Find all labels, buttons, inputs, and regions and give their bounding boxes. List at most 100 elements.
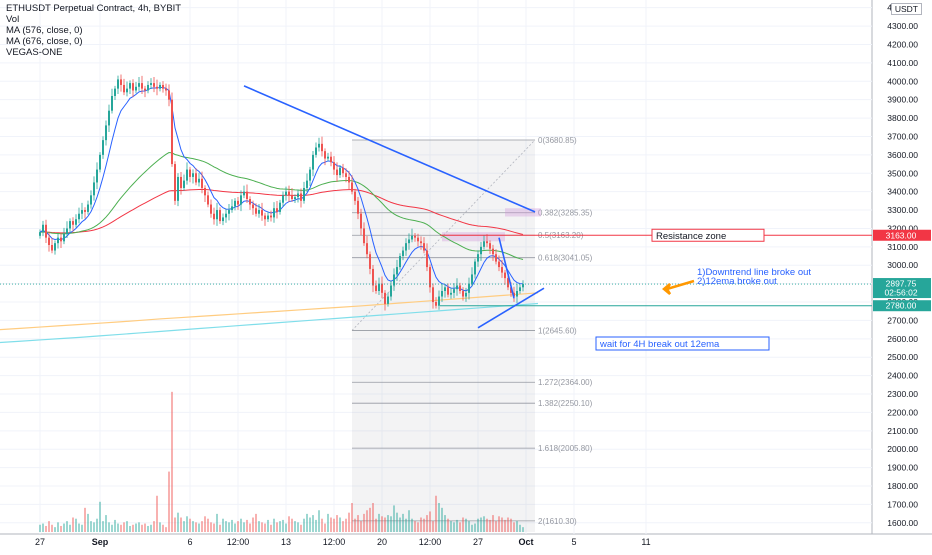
volume-bar: [162, 524, 164, 532]
volume-bar: [261, 522, 263, 532]
legend-ma-676[interactable]: MA (676, close, 0): [6, 36, 83, 47]
candle-body: [156, 86, 158, 89]
volume-bar: [78, 523, 80, 532]
volume-bar: [414, 521, 416, 532]
volume-bar: [303, 518, 305, 532]
candle-body: [375, 285, 377, 291]
volume-bar: [120, 524, 122, 532]
candle-body: [54, 243, 56, 251]
candle-body: [231, 206, 233, 211]
legend-volume[interactable]: Vol: [6, 14, 20, 25]
candle-body: [468, 283, 470, 293]
candle-body: [243, 191, 245, 196]
volume-bar: [114, 519, 116, 532]
candle-body: [435, 302, 437, 306]
legend-ma-576[interactable]: MA (576, close, 0): [6, 25, 83, 36]
volume-bar: [63, 523, 65, 532]
legend-symbol[interactable]: ETHUSDT Perpetual Contract, 4h, BYBIT: [6, 3, 182, 14]
upper-zone-highlight: [505, 208, 541, 217]
candle-body: [210, 204, 212, 214]
price-axis-bg: [872, 0, 932, 550]
y-tick-label: 2200.00: [887, 407, 918, 417]
candle-body: [414, 235, 416, 238]
volume-bar: [315, 519, 317, 532]
legend-vegas-one[interactable]: VEGAS-ONE: [6, 47, 63, 58]
volume-bar: [516, 521, 518, 532]
volume-bar: [123, 522, 125, 532]
candle-body: [87, 204, 89, 212]
volume-bar: [348, 512, 350, 532]
volume-bar: [327, 513, 329, 532]
volume-bar: [201, 521, 203, 532]
y-tick-label: 2700.00: [887, 315, 918, 325]
volume-bar: [192, 521, 194, 532]
candle-body: [315, 147, 317, 155]
volume-bar: [243, 522, 245, 532]
candle-body: [438, 296, 440, 306]
volume-bar: [90, 521, 92, 532]
x-tick-label: Oct: [518, 537, 533, 547]
volume-bar: [447, 518, 449, 532]
candle-body: [45, 224, 47, 238]
candle-body: [162, 84, 164, 89]
volume-bar: [165, 527, 167, 532]
candle-body: [516, 290, 518, 297]
candle-body: [153, 83, 155, 87]
volume-bar: [408, 510, 410, 532]
volume-bar: [210, 522, 212, 532]
volume-bar: [438, 503, 440, 532]
candle-body: [207, 195, 209, 205]
volume-bar: [276, 522, 278, 532]
volume-bar: [231, 519, 233, 532]
volume-bar: [330, 517, 332, 532]
candle-body: [105, 125, 107, 141]
volume-bar: [270, 524, 272, 532]
volume-bar: [111, 524, 113, 532]
volume-bar: [504, 519, 506, 532]
volume-bar: [492, 515, 494, 532]
resistance-zone-label: Resistance zone: [656, 231, 726, 242]
candle-body: [252, 204, 254, 209]
volume-bar: [393, 505, 395, 532]
resistance-zone-box: [651, 228, 765, 242]
volume-bar: [435, 495, 437, 532]
candle-body: [249, 199, 251, 205]
candle-body: [387, 296, 389, 304]
y-tick-label: 2000.00: [887, 444, 918, 454]
candle-body: [225, 213, 227, 218]
last-price-value: 2897.75: [886, 279, 917, 289]
candle-body: [378, 283, 380, 291]
volume-bar: [117, 523, 119, 532]
volume-bar: [360, 521, 362, 532]
fib-level-label: 1.618(2005.80): [538, 444, 593, 453]
candle-body: [201, 178, 203, 188]
volume-bar: [456, 519, 458, 532]
volume-bar: [51, 524, 53, 532]
volume-bar: [171, 391, 173, 532]
volume-bar: [465, 518, 467, 532]
candle-body: [309, 169, 311, 181]
candle-body: [144, 88, 146, 91]
x-tick-label: 20: [377, 537, 387, 547]
volume-bar: [84, 507, 86, 532]
volume-bar: [156, 495, 158, 532]
volume-bar: [264, 523, 266, 532]
candle-body: [300, 193, 302, 201]
y-tick-label: 2100.00: [887, 426, 918, 436]
candle-body: [294, 197, 296, 200]
candle-body: [474, 261, 476, 275]
candle-body: [504, 272, 506, 279]
currency-label[interactable]: USDT: [890, 3, 922, 15]
x-tick-label: 27: [35, 537, 45, 547]
volume-bar: [225, 521, 227, 532]
candle-body: [336, 169, 338, 176]
y-tick-label: 1900.00: [887, 463, 918, 473]
wait-annotation-box: [595, 336, 770, 351]
volume-bar: [333, 518, 335, 532]
candle-body: [261, 210, 263, 216]
y-tick-label: 3800.00: [887, 113, 918, 123]
candle-body: [369, 254, 371, 269]
candle-body: [450, 292, 452, 295]
